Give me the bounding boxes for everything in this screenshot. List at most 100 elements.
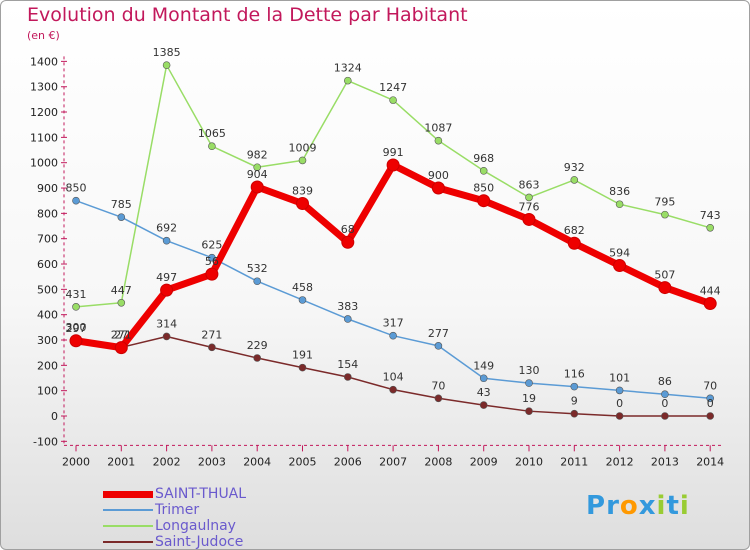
data-label: 625	[201, 239, 222, 252]
data-label: 271	[201, 328, 222, 341]
data-label: 594	[609, 247, 630, 260]
data-point	[706, 412, 715, 420]
logo-letter: t	[666, 491, 680, 521]
logo-letter: r	[606, 491, 620, 521]
x-tick-label: 2006	[334, 455, 362, 468]
x-tick-label: 2011	[560, 455, 588, 468]
data-point	[205, 267, 219, 281]
data-point	[117, 298, 126, 307]
data-label: 1324	[334, 62, 362, 75]
data-point	[253, 277, 262, 286]
data-point	[434, 136, 443, 145]
data-point	[343, 315, 352, 323]
data-label: 836	[609, 185, 630, 198]
data-point	[389, 385, 397, 394]
data-point	[479, 167, 488, 175]
data-point	[250, 180, 264, 194]
data-point	[615, 200, 624, 209]
data-label: 116	[564, 368, 585, 381]
data-point	[341, 235, 355, 249]
data-label: 932	[564, 161, 585, 174]
data-label: 839	[292, 184, 313, 197]
data-point	[117, 213, 126, 221]
data-point	[298, 296, 307, 304]
data-label: 497	[156, 271, 177, 284]
legend-label: Saint-Judoce	[155, 534, 244, 550]
x-tick-label: 2009	[470, 455, 498, 468]
y-tick-label: 1300	[30, 81, 58, 94]
data-label: 900	[428, 169, 449, 182]
data-label: 104	[383, 371, 404, 384]
x-tick-label: 2000	[62, 455, 90, 468]
data-point	[567, 236, 581, 250]
data-point	[477, 194, 491, 208]
x-tick-label: 2001	[107, 455, 135, 468]
data-point	[525, 193, 533, 202]
logo-letter: P	[586, 491, 607, 521]
data-label: 191	[292, 349, 313, 362]
data-label: 507	[654, 269, 675, 282]
data-point	[706, 223, 715, 232]
data-point	[661, 390, 669, 399]
logo-letter: i	[679, 491, 690, 521]
data-point	[298, 363, 307, 372]
y-tick-label: 900	[37, 182, 58, 195]
data-label: 1087	[424, 122, 452, 135]
data-label: 431	[66, 288, 87, 301]
data-point	[479, 401, 488, 409]
data-point	[658, 281, 672, 295]
data-point	[298, 156, 307, 165]
data-point	[434, 394, 443, 403]
data-point	[661, 412, 669, 420]
data-label: 9	[571, 395, 578, 408]
legend-swatch	[103, 525, 153, 527]
data-point	[525, 379, 533, 387]
data-label: 1385	[153, 46, 181, 59]
y-tick-label: 1100	[30, 131, 58, 144]
data-label: 70	[703, 379, 717, 392]
x-tick-label: 2002	[153, 455, 181, 468]
proxiti-logo: Proxiti	[586, 491, 690, 521]
data-label: 19	[522, 392, 536, 405]
data-label: 692	[156, 222, 177, 235]
data-label: 297	[66, 322, 87, 335]
legend-swatch	[103, 541, 153, 543]
y-tick-label: 0	[51, 410, 58, 423]
data-label: 850	[473, 182, 494, 195]
logo-letter: x	[638, 491, 657, 521]
data-point	[162, 236, 171, 245]
x-tick-label: 2012	[606, 455, 634, 468]
data-point	[72, 196, 80, 205]
data-label: 532	[247, 262, 268, 275]
data-label: 43	[477, 386, 491, 399]
data-label: 68	[341, 223, 355, 236]
x-tick-label: 2007	[379, 455, 407, 468]
data-point	[703, 297, 717, 311]
data-label: 154	[337, 358, 358, 371]
x-tick-label: 2010	[515, 455, 543, 468]
data-label: 56	[205, 255, 219, 268]
data-label: 0	[707, 397, 714, 410]
data-label: 1009	[289, 141, 317, 154]
y-tick-label: 400	[37, 309, 58, 322]
data-label: 968	[473, 152, 494, 165]
y-tick-label: 800	[37, 207, 58, 220]
data-point	[208, 142, 216, 151]
data-label: 785	[111, 198, 132, 211]
chart-title: Evolution du Montant de la Dette par Hab…	[27, 4, 468, 26]
data-point	[72, 303, 80, 311]
data-label: 1065	[198, 127, 226, 140]
data-point	[386, 158, 400, 172]
data-label: 991	[383, 146, 404, 159]
data-label: 863	[519, 178, 540, 191]
y-tick-label: 200	[37, 359, 58, 372]
data-point	[706, 394, 715, 403]
data-label: 0	[661, 397, 668, 410]
x-tick-label: 2005	[289, 455, 317, 468]
y-tick-label: 1000	[30, 157, 58, 170]
data-point	[389, 96, 397, 104]
y-tick-label: 1200	[30, 106, 58, 119]
data-point	[570, 176, 579, 184]
